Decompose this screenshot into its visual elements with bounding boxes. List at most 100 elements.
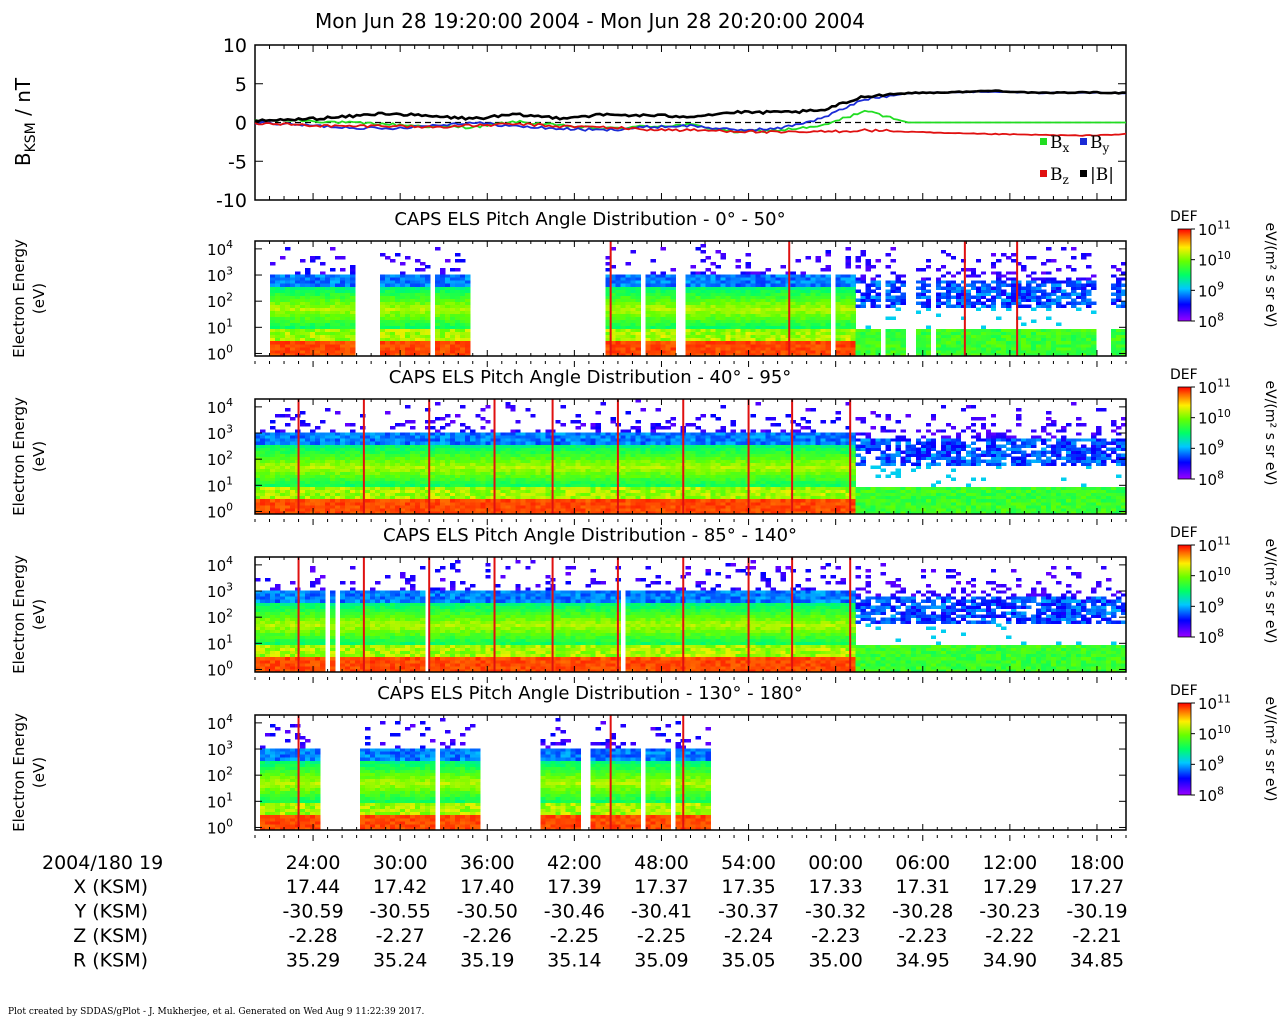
spectrogram-cell [835,289,842,293]
spectrogram-cell [715,277,721,281]
spectrogram-cell [655,353,661,357]
spectrogram-cell [320,468,326,472]
spectrogram-cell [770,343,776,348]
spectrogram-cell [840,346,847,351]
spectrogram-cell [290,450,296,454]
spectrogram-cell [1065,346,1072,351]
spectrogram-cell [670,283,676,287]
spectrogram-cell [280,289,286,293]
spectrogram-cell [855,289,862,293]
spectrogram-cell [365,471,371,475]
spectrogram-cell [605,256,611,260]
spectrogram-cell [765,307,771,311]
spectrogram-cell [290,334,296,339]
spectrogram-cell [400,304,406,308]
spectrogram-cell [1045,304,1052,308]
spectrogram-cell [800,307,806,311]
spectrogram-cell [305,280,311,284]
spectrogram-cell [380,450,386,454]
spectrogram-cell [435,465,441,469]
spectrogram-cell [715,328,721,333]
spectrogram-cell [685,337,691,342]
spectrogram-cell [495,435,501,439]
spectrogram-cell [1060,346,1067,351]
spectrogram-cell [995,328,1002,333]
spectrogram-cell [320,277,326,281]
spectrogram-cell [405,277,411,281]
spectrogram-cell [650,298,656,302]
spectrogram-cell [1010,301,1017,305]
spectrogram-cell [1010,331,1017,336]
spectrogram-cell [745,283,751,287]
spectrogram-cell [275,432,281,436]
spectrogram-cell [305,441,311,445]
spectrogram-cell [1040,262,1047,266]
spectrogram-cell [340,298,346,302]
spectrogram-cell [320,316,326,321]
spectrogram-cell [270,504,276,509]
spectrogram-cell [410,504,416,509]
spectrogram-cell [285,414,291,418]
spectrogram-cell [740,319,746,324]
spectrogram-cell [275,277,281,281]
spectrogram-cell [920,353,927,357]
spectrogram-cell [645,280,651,284]
spectrogram-cell [505,486,511,491]
spectrogram-cell [840,280,847,284]
spectrogram-cell [270,511,276,515]
spectrogram-cell [820,283,826,287]
spectrogram-cell [390,316,396,321]
spectrogram-cell [645,331,651,336]
spectrogram-cell [395,301,401,305]
spectrogram-cell [305,346,311,351]
spectrogram-cell [795,295,801,299]
spectrogram-cell [885,316,892,321]
spectrogram-cell [435,277,441,281]
spectrogram-cell [635,319,641,324]
spectrogram-cell [715,283,721,287]
spectrogram-cell [795,283,801,287]
spectrogram-cell [1020,322,1027,327]
spectrogram-cell [515,444,521,448]
spectrogram-cell [420,471,426,475]
spectrogram-cell [660,289,666,293]
spectrogram-cell [405,465,411,469]
spectrogram-cell [425,295,431,299]
spectrogram-cell [655,289,661,293]
spectrogram-cell [325,304,331,308]
spectrogram-cell [665,301,671,305]
spectrogram-cell [255,450,261,454]
spectrogram-cell [1025,343,1032,348]
spectrogram-cell [835,313,842,317]
spectrogram-cell [735,286,741,290]
spectrogram-cell [620,319,626,324]
spectrogram-cell [610,316,616,321]
spectrogram-cell [330,274,336,278]
spectrogram-cell [255,465,261,469]
spectrogram-cell [300,411,306,415]
spectrogram-cell [695,316,701,321]
spectrogram-cell [405,289,411,293]
spectrogram-cell [270,337,276,342]
spectrogram-cell [775,307,781,311]
spectrogram-cell [665,313,671,317]
spectrogram-cell [270,420,276,424]
spectrogram-cell [330,441,336,445]
spectrogram-cell [670,304,676,308]
spectrogram-cell [660,337,666,342]
spectrogram-cell [345,483,351,488]
spectrogram-cell [810,349,816,354]
spectrogram-cell [490,474,496,479]
spectrogram-cell [1080,286,1087,290]
spectrogram-cell [810,298,816,302]
spectrogram-cell [1116,286,1122,290]
spectrogram-cell [960,334,967,339]
spectrogram-cell [265,447,271,451]
spectrogram-cell [305,286,311,290]
spectrogram-cell [460,474,466,479]
spectrogram-cell [835,353,842,357]
spectrogram-cell [790,319,796,324]
spectrogram-cell [280,414,286,418]
spectrogram-cell [315,349,321,354]
spectrogram-cell [935,283,942,287]
